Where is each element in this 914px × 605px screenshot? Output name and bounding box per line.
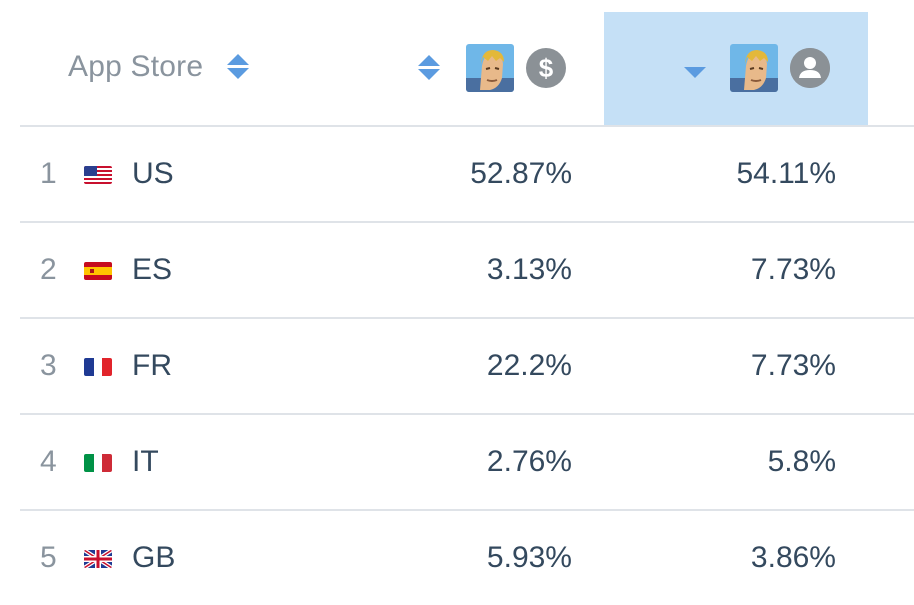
revenue-share: 22.2% bbox=[486, 349, 572, 382]
downloads-share: 5.8% bbox=[767, 445, 836, 478]
revenue-dollar-icon: $ bbox=[526, 48, 566, 88]
country-code: FR bbox=[132, 349, 172, 382]
country-code: IT bbox=[132, 445, 159, 478]
flag-es-icon bbox=[84, 262, 112, 280]
rank: 2 bbox=[40, 253, 57, 286]
revenue-share: 5.93% bbox=[486, 541, 572, 574]
downloads-column-header[interactable] bbox=[684, 44, 830, 92]
app-store-column-header[interactable]: App Store bbox=[68, 50, 250, 84]
country-code: US bbox=[132, 157, 174, 190]
app-icon bbox=[466, 44, 514, 92]
revenue-share: 2.76% bbox=[486, 445, 572, 478]
table-row[interactable]: 3 FR 22.2% 7.73% bbox=[20, 319, 914, 415]
country-code: ES bbox=[132, 253, 173, 286]
flag-us-icon bbox=[84, 166, 112, 184]
flag-it-icon bbox=[84, 454, 112, 472]
revenue-share: 52.87% bbox=[470, 157, 572, 190]
sort-both-icon[interactable] bbox=[418, 53, 440, 83]
app-store-label: App Store bbox=[68, 50, 204, 83]
rank: 1 bbox=[40, 157, 57, 190]
downloads-user-icon bbox=[790, 48, 830, 88]
rank: 5 bbox=[40, 541, 57, 574]
rank: 4 bbox=[40, 445, 57, 478]
downloads-share: 7.73% bbox=[750, 349, 836, 382]
app-icon bbox=[730, 44, 778, 92]
table-row[interactable]: 4 IT 2.76% 5.8% bbox=[20, 415, 914, 511]
table-row[interactable]: 1 US 52.87% 54.11% bbox=[20, 127, 914, 223]
revenue-column-header[interactable]: $ bbox=[418, 44, 566, 92]
downloads-share: 7.73% bbox=[750, 253, 836, 286]
downloads-share: 54.11% bbox=[736, 157, 836, 190]
table-row[interactable]: 2 ES 3.13% 7.73% bbox=[20, 223, 914, 319]
flag-gb-icon bbox=[84, 550, 112, 568]
sort-both-icon[interactable] bbox=[227, 52, 250, 82]
rank: 3 bbox=[40, 349, 57, 382]
country-code: GB bbox=[132, 541, 176, 574]
table-row[interactable]: 5 GB 5.93% 3.86% bbox=[20, 511, 914, 605]
country-breakdown-table: App Store $ bbox=[20, 0, 914, 604]
downloads-share: 3.86% bbox=[750, 541, 836, 574]
table-header: App Store $ bbox=[20, 0, 914, 127]
revenue-share: 3.13% bbox=[486, 253, 572, 286]
sort-descending-icon[interactable] bbox=[684, 66, 706, 78]
flag-fr-icon bbox=[84, 358, 112, 376]
